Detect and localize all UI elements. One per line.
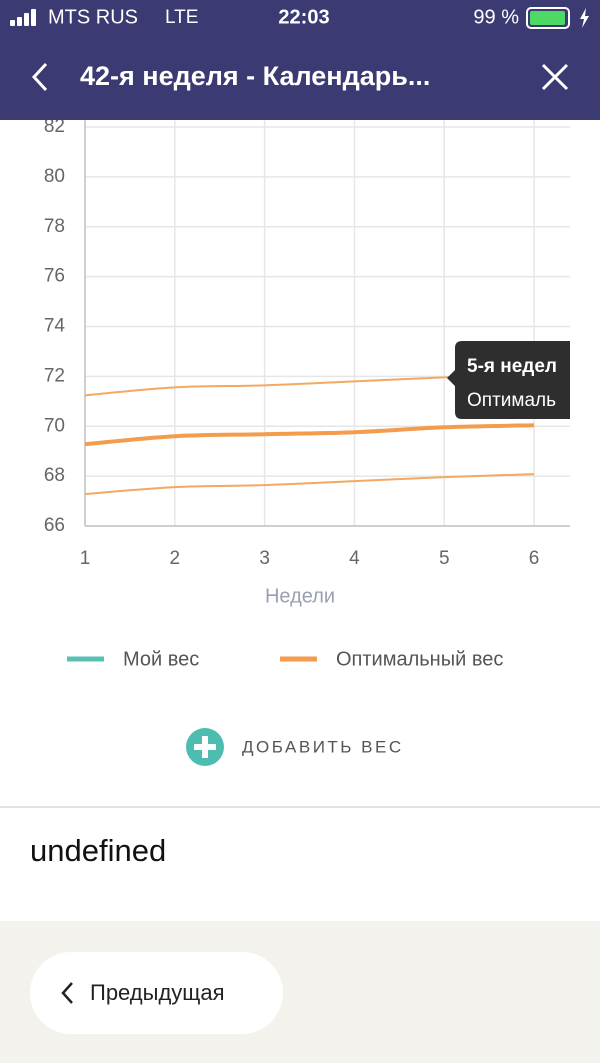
y-tick-label: 78 <box>44 216 65 237</box>
legend-label: Мой вес <box>123 648 199 670</box>
close-icon[interactable] <box>541 63 569 91</box>
signal-icon <box>10 9 36 26</box>
tooltip-title: 5-я недел <box>467 356 557 377</box>
tooltip: 5-я недел Оптималь <box>447 341 570 419</box>
y-tick-label: 66 <box>44 515 65 536</box>
network: LTE <box>165 7 198 28</box>
x-tick-label: 4 <box>349 548 360 569</box>
header-title: 42-я неделя - Календарь... <box>80 61 430 91</box>
y-tick-label: 72 <box>44 365 65 386</box>
back-icon[interactable] <box>31 62 48 92</box>
y-tick-label: 74 <box>44 316 66 337</box>
x-tick-label: 5 <box>439 548 450 569</box>
x-tick-label: 6 <box>529 548 540 569</box>
y-tick-label: 80 <box>44 166 65 187</box>
content-text: undefined <box>30 833 166 868</box>
battery-text: 99 % <box>473 6 519 28</box>
chart: 66 68 70 72 74 76 78 80 82 5-я недел Оптималь <box>44 116 570 536</box>
tooltip-box <box>447 341 570 419</box>
legend-label: Оптимальный вес <box>336 648 503 670</box>
battery-icon <box>526 7 589 29</box>
legend: Мой вес Оптимальный вес <box>67 648 503 670</box>
add-weight-button[interactable]: ДОБАВИТЬ ВЕС <box>186 728 404 766</box>
y-tick-label: 70 <box>44 415 65 436</box>
x-tick-label: 2 <box>170 548 181 569</box>
x-tick-label: 3 <box>259 548 270 569</box>
previous-label: Предыдущая <box>90 980 225 1005</box>
carrier: MTS RUS <box>48 6 138 28</box>
y-tick-label: 82 <box>44 116 65 137</box>
y-tick-label: 68 <box>44 465 65 486</box>
time: 22:03 <box>278 6 329 28</box>
x-axis-label: Недели <box>265 585 335 607</box>
header-bar <box>0 0 600 120</box>
tooltip-text: Оптималь <box>467 390 556 411</box>
series-line <box>84 423 535 447</box>
x-tick-label: 1 <box>80 548 91 569</box>
y-tick-label: 76 <box>44 266 65 287</box>
previous-button[interactable]: Предыдущая <box>30 952 283 1034</box>
add-weight-label: ДОБАВИТЬ ВЕС <box>242 737 404 756</box>
series-line <box>84 473 535 496</box>
